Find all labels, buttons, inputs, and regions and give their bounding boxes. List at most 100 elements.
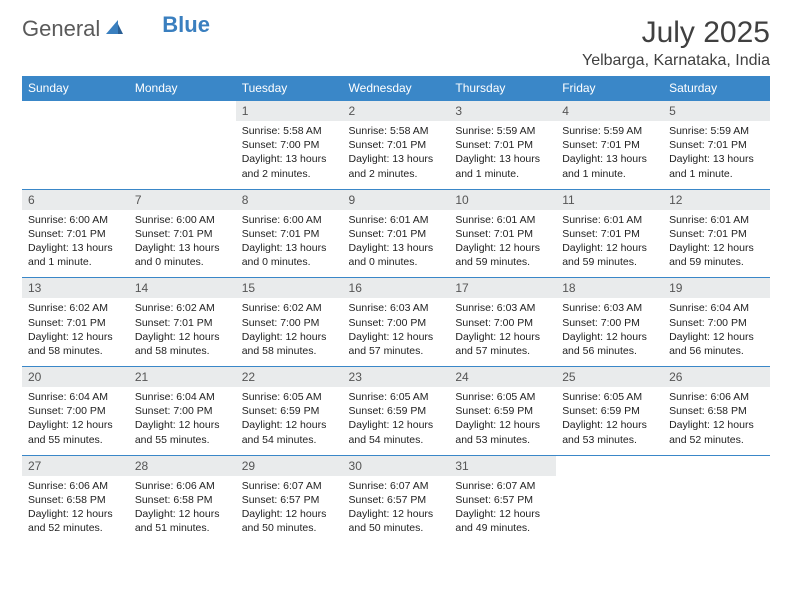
week-row: 13Sunrise: 6:02 AMSunset: 7:01 PMDayligh… [22,278,770,367]
sunrise-text: Sunrise: 6:03 AM [455,301,550,315]
day-cell: 17Sunrise: 6:03 AMSunset: 7:00 PMDayligh… [449,278,556,367]
day-cell: 1Sunrise: 5:58 AMSunset: 7:00 PMDaylight… [236,101,343,190]
logo-sail-icon [104,18,124,41]
dayname-thursday: Thursday [449,76,556,101]
day-number [129,101,236,121]
day-number: 1 [236,101,343,121]
daylight-text: Daylight: 12 hours and 56 minutes. [562,330,657,358]
day-cell: 26Sunrise: 6:06 AMSunset: 6:58 PMDayligh… [663,367,770,456]
day-data: Sunrise: 5:58 AMSunset: 7:00 PMDaylight:… [236,121,343,189]
sunrise-text: Sunrise: 6:00 AM [28,213,123,227]
day-data: Sunrise: 6:07 AMSunset: 6:57 PMDaylight:… [236,476,343,544]
week-row: 20Sunrise: 6:04 AMSunset: 7:00 PMDayligh… [22,367,770,456]
day-number: 12 [663,190,770,210]
daylight-text: Daylight: 12 hours and 53 minutes. [562,418,657,446]
day-data: Sunrise: 6:04 AMSunset: 7:00 PMDaylight:… [663,298,770,366]
day-data: Sunrise: 6:00 AMSunset: 7:01 PMDaylight:… [129,210,236,278]
day-number: 15 [236,278,343,298]
day-number: 8 [236,190,343,210]
sunset-text: Sunset: 7:00 PM [455,316,550,330]
day-cell: 6Sunrise: 6:00 AMSunset: 7:01 PMDaylight… [22,189,129,278]
day-number: 29 [236,456,343,476]
logo-text-general: General [22,16,100,42]
sunrise-text: Sunrise: 6:03 AM [349,301,444,315]
day-cell: 25Sunrise: 6:05 AMSunset: 6:59 PMDayligh… [556,367,663,456]
title-block: July 2025 Yelbarga, Karnataka, India [582,16,770,70]
sunset-text: Sunset: 7:01 PM [562,138,657,152]
day-cell: 22Sunrise: 6:05 AMSunset: 6:59 PMDayligh… [236,367,343,456]
day-number: 30 [343,456,450,476]
daylight-text: Daylight: 13 hours and 1 minute. [28,241,123,269]
sunset-text: Sunset: 7:01 PM [349,227,444,241]
day-cell: 13Sunrise: 6:02 AMSunset: 7:01 PMDayligh… [22,278,129,367]
daylight-text: Daylight: 13 hours and 2 minutes. [349,152,444,180]
sunrise-text: Sunrise: 6:05 AM [455,390,550,404]
sunrise-text: Sunrise: 6:01 AM [669,213,764,227]
sunrise-text: Sunrise: 6:05 AM [349,390,444,404]
day-number [556,456,663,476]
week-row: 1Sunrise: 5:58 AMSunset: 7:00 PMDaylight… [22,101,770,190]
daylight-text: Daylight: 12 hours and 59 minutes. [669,241,764,269]
day-data: Sunrise: 6:02 AMSunset: 7:00 PMDaylight:… [236,298,343,366]
sunrise-text: Sunrise: 5:59 AM [562,124,657,138]
month-title: July 2025 [582,16,770,50]
day-data: Sunrise: 6:00 AMSunset: 7:01 PMDaylight:… [22,210,129,278]
day-data [663,476,770,528]
sunrise-text: Sunrise: 6:00 AM [135,213,230,227]
day-number: 14 [129,278,236,298]
day-data: Sunrise: 6:01 AMSunset: 7:01 PMDaylight:… [449,210,556,278]
sunset-text: Sunset: 7:01 PM [562,227,657,241]
day-number: 2 [343,101,450,121]
daylight-text: Daylight: 13 hours and 2 minutes. [242,152,337,180]
daylight-text: Daylight: 13 hours and 0 minutes. [242,241,337,269]
day-number: 27 [22,456,129,476]
day-cell: 14Sunrise: 6:02 AMSunset: 7:01 PMDayligh… [129,278,236,367]
daylight-text: Daylight: 12 hours and 59 minutes. [562,241,657,269]
sunrise-text: Sunrise: 6:01 AM [349,213,444,227]
daylight-text: Daylight: 12 hours and 55 minutes. [135,418,230,446]
day-number: 31 [449,456,556,476]
sunset-text: Sunset: 6:58 PM [135,493,230,507]
dayname-sunday: Sunday [22,76,129,101]
calendar-table: Sunday Monday Tuesday Wednesday Thursday… [22,76,770,543]
sunrise-text: Sunrise: 5:59 AM [669,124,764,138]
daylight-text: Daylight: 12 hours and 59 minutes. [455,241,550,269]
day-number: 24 [449,367,556,387]
day-cell: 21Sunrise: 6:04 AMSunset: 7:00 PMDayligh… [129,367,236,456]
dayname-friday: Friday [556,76,663,101]
day-data: Sunrise: 6:05 AMSunset: 6:59 PMDaylight:… [236,387,343,455]
daylight-text: Daylight: 12 hours and 58 minutes. [28,330,123,358]
day-cell: 7Sunrise: 6:00 AMSunset: 7:01 PMDaylight… [129,189,236,278]
day-number: 26 [663,367,770,387]
daylight-text: Daylight: 12 hours and 52 minutes. [669,418,764,446]
day-data [22,121,129,173]
day-number: 22 [236,367,343,387]
day-data: Sunrise: 6:04 AMSunset: 7:00 PMDaylight:… [129,387,236,455]
sunset-text: Sunset: 6:57 PM [455,493,550,507]
page-header: General Blue July 2025 Yelbarga, Karnata… [22,16,770,70]
daylight-text: Daylight: 12 hours and 55 minutes. [28,418,123,446]
sunset-text: Sunset: 7:00 PM [242,138,337,152]
sunrise-text: Sunrise: 6:02 AM [28,301,123,315]
day-cell: 27Sunrise: 6:06 AMSunset: 6:58 PMDayligh… [22,455,129,543]
day-cell: 12Sunrise: 6:01 AMSunset: 7:01 PMDayligh… [663,189,770,278]
day-cell [556,455,663,543]
sunset-text: Sunset: 7:01 PM [669,227,764,241]
daylight-text: Daylight: 12 hours and 54 minutes. [349,418,444,446]
daylight-text: Daylight: 12 hours and 50 minutes. [242,507,337,535]
day-cell: 29Sunrise: 6:07 AMSunset: 6:57 PMDayligh… [236,455,343,543]
sunset-text: Sunset: 6:57 PM [349,493,444,507]
day-data: Sunrise: 6:03 AMSunset: 7:00 PMDaylight:… [556,298,663,366]
day-cell: 10Sunrise: 6:01 AMSunset: 7:01 PMDayligh… [449,189,556,278]
day-header-row: Sunday Monday Tuesday Wednesday Thursday… [22,76,770,101]
day-data: Sunrise: 6:01 AMSunset: 7:01 PMDaylight:… [663,210,770,278]
day-number [22,101,129,121]
day-number: 7 [129,190,236,210]
day-data: Sunrise: 6:01 AMSunset: 7:01 PMDaylight:… [556,210,663,278]
sunset-text: Sunset: 6:59 PM [242,404,337,418]
sunrise-text: Sunrise: 6:00 AM [242,213,337,227]
day-cell: 28Sunrise: 6:06 AMSunset: 6:58 PMDayligh… [129,455,236,543]
sunrise-text: Sunrise: 5:59 AM [455,124,550,138]
sunrise-text: Sunrise: 6:04 AM [28,390,123,404]
daylight-text: Daylight: 13 hours and 1 minute. [455,152,550,180]
